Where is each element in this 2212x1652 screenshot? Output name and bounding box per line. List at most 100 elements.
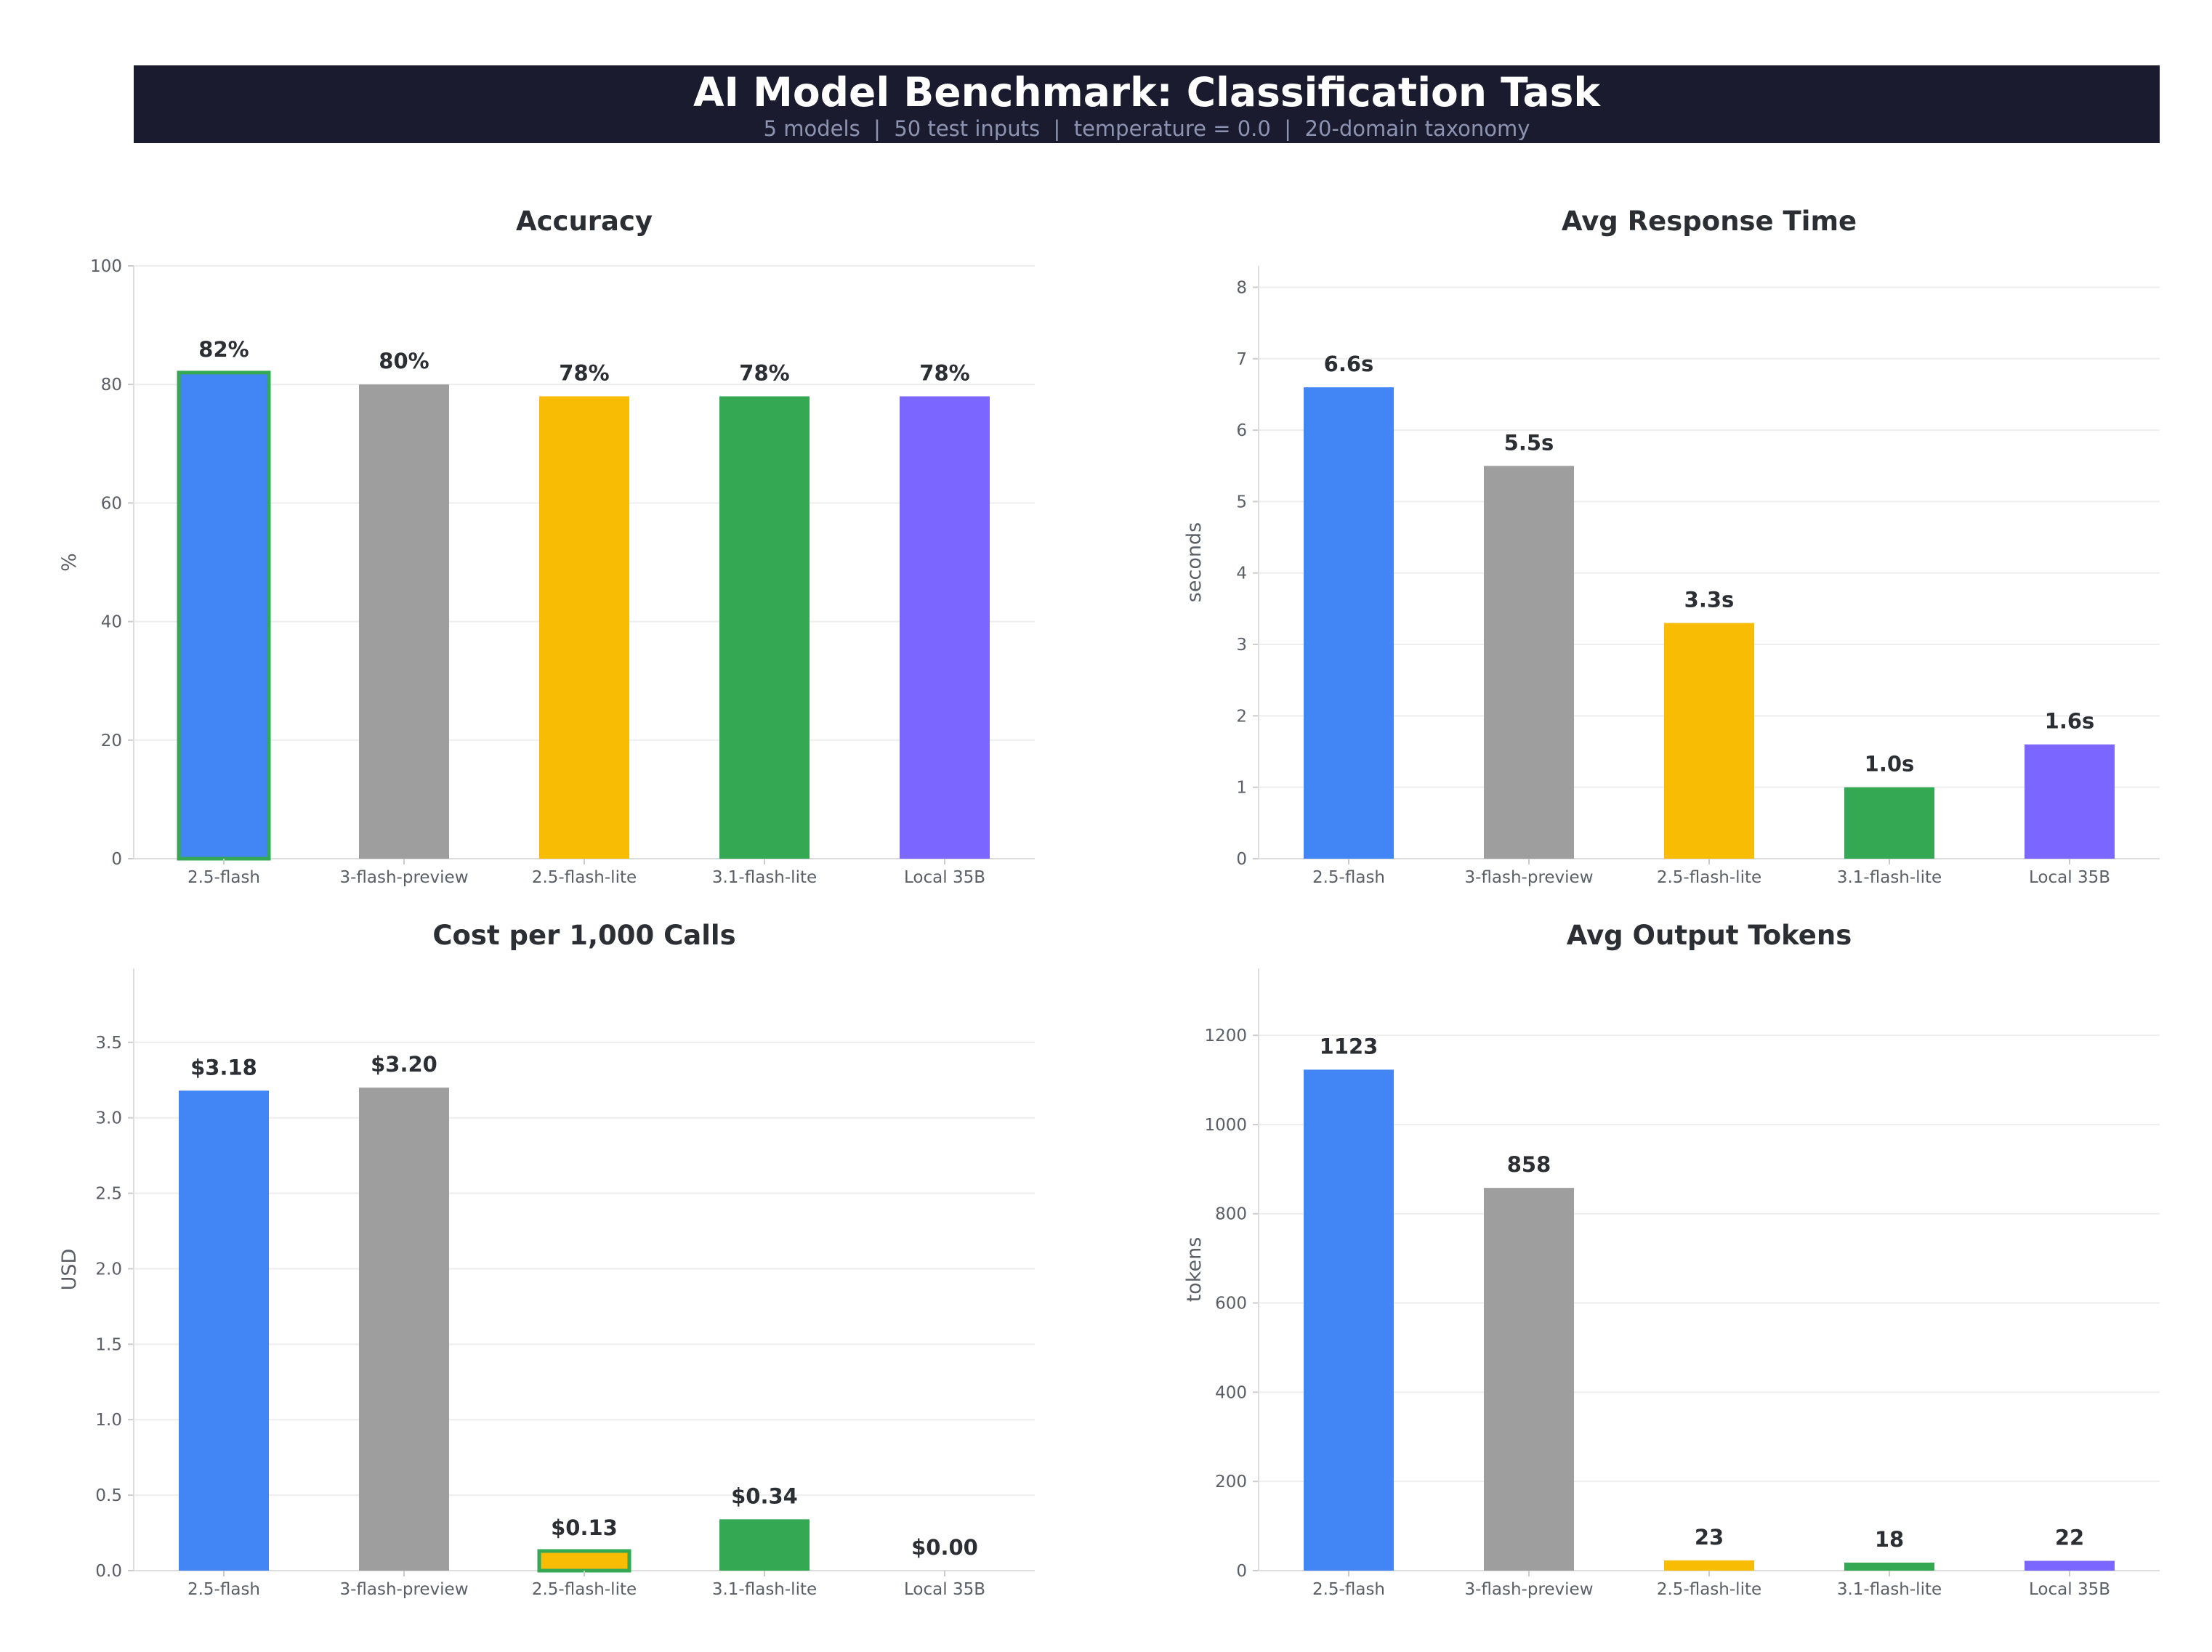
y-tick-label: 5 xyxy=(1236,493,1247,511)
bar-3-1-flash-lite xyxy=(719,1519,810,1571)
accuracy-chart: Accuracy 0 20 40 60 80 100% 82% 2.5-flash 80% 3-fl… xyxy=(58,206,1035,887)
x-tick-label: Local 35B xyxy=(904,868,985,887)
bar-value-label: 6.6s xyxy=(1324,352,1374,376)
x-tick-label: Local 35B xyxy=(2029,868,2110,887)
bar-value-label: 1.0s xyxy=(1865,752,1915,777)
y-tick-label: 0 xyxy=(111,850,122,869)
y-tick-label: 3.5 xyxy=(95,1034,122,1053)
y-tick-label: 3.0 xyxy=(95,1109,122,1128)
y-tick-label: 20 xyxy=(101,732,122,750)
x-tick-label: 3.1-flash-lite xyxy=(712,868,817,887)
x-tick-label: Local 35B xyxy=(2029,1580,2110,1599)
chart-title: Accuracy xyxy=(516,206,653,237)
chart-title: Avg Output Tokens xyxy=(1567,920,1852,951)
header-banner: AI Model Benchmark: Classification Task … xyxy=(134,65,2160,143)
y-tick-label: 60 xyxy=(101,494,122,513)
chart-title: Avg Response Time xyxy=(1562,206,1857,237)
bar-value-label: 82% xyxy=(198,337,249,362)
bar-2-5-flash xyxy=(177,371,271,861)
y-tick-label: 8 xyxy=(1236,278,1247,297)
y-tick-label: 7 xyxy=(1236,350,1247,369)
bar-2-5-flash-lite xyxy=(1664,623,1754,859)
y-tick-label: 4 xyxy=(1236,564,1247,583)
x-tick-label: 2.5-flash-lite xyxy=(1657,1580,1761,1599)
y-tick-label: 1.5 xyxy=(95,1335,122,1354)
output-tokens-chart: Avg Output Tokens 0 200 400 600 800 1000 1200 to… xyxy=(1183,920,2160,1599)
x-tick-label: 3-flash-preview xyxy=(339,868,468,887)
y-tick-label: 1.0 xyxy=(95,1411,122,1430)
x-tick-label: 3.1-flash-lite xyxy=(1837,1580,1942,1599)
bar-value-label: 858 xyxy=(1507,1152,1551,1177)
bar-2-5-flash-lite xyxy=(537,1549,631,1573)
y-tick-label: 40 xyxy=(101,613,122,632)
y-axis-label: tokens xyxy=(1183,1237,1206,1303)
bar-value-label: 78% xyxy=(919,361,969,386)
bar-3-flash-preview xyxy=(1484,1188,1574,1571)
bar-3-flash-preview xyxy=(359,384,449,859)
bar-value-label: 3.3s xyxy=(1684,588,1735,612)
bar-local-35b xyxy=(2025,744,2115,859)
bar-local-35b xyxy=(2025,1560,2115,1571)
page-title: AI Model Benchmark: Classification Task xyxy=(693,69,1600,116)
chart-title: Cost per 1,000 Calls xyxy=(432,920,735,951)
y-axis-label: seconds xyxy=(1183,522,1206,602)
y-axis-label: % xyxy=(58,553,81,572)
bar-3-1-flash-lite xyxy=(1844,787,1934,859)
page-subtitle: 5 models | 50 test inputs | temperature … xyxy=(763,116,1530,141)
y-tick-label: 6 xyxy=(1236,421,1247,440)
x-tick-label: 3-flash-preview xyxy=(339,1580,468,1599)
bar-2-5-flash xyxy=(1304,1069,1394,1571)
x-tick-label: 3-flash-preview xyxy=(1464,1580,1593,1599)
bar-2-5-flash xyxy=(179,1090,269,1571)
bar-2-5-flash xyxy=(1304,387,1394,859)
y-tick-label: 100 xyxy=(90,257,122,276)
bar-value-label: $3.18 xyxy=(190,1055,257,1080)
x-tick-label: Local 35B xyxy=(904,1580,985,1599)
bar-value-label: $0.34 xyxy=(731,1483,798,1508)
y-tick-label: 80 xyxy=(101,376,122,394)
bar-local-35b xyxy=(900,396,990,859)
bar-value-label: $0.13 xyxy=(551,1515,618,1540)
bar-value-label: 1123 xyxy=(1320,1034,1379,1058)
x-tick-label: 2.5-flash-lite xyxy=(1657,868,1761,887)
y-tick-label: 0.0 xyxy=(95,1562,122,1581)
bar-value-label: 1.6s xyxy=(2045,709,2095,734)
y-tick-label: 800 xyxy=(1215,1205,1247,1224)
cost-chart: Cost per 1,000 Calls 0.0 0.5 1.0 1.5 2.0 2.5 3.… xyxy=(58,920,1035,1599)
bar-3-flash-preview xyxy=(359,1088,449,1571)
y-tick-label: 0 xyxy=(1236,1562,1247,1581)
bar-value-label: 78% xyxy=(739,361,789,386)
x-tick-label: 2.5-flash xyxy=(187,1580,260,1599)
x-tick-label: 3.1-flash-lite xyxy=(1837,868,1942,887)
y-tick-label: 1000 xyxy=(1204,1116,1247,1135)
x-tick-label: 2.5-flash xyxy=(187,868,260,887)
bar-value-label: 23 xyxy=(1695,1525,1724,1550)
y-tick-label: 3 xyxy=(1236,636,1247,655)
bar-value-label: 22 xyxy=(2055,1525,2084,1550)
y-axis-label: USD xyxy=(58,1249,81,1291)
bar-value-label: 18 xyxy=(1875,1527,1904,1552)
bar-2-5-flash-lite xyxy=(539,396,629,859)
y-tick-label: 600 xyxy=(1215,1295,1247,1313)
bar-value-label: $0.00 xyxy=(911,1535,978,1560)
x-tick-label: 2.5-flash-lite xyxy=(532,868,637,887)
x-tick-label: 2.5-flash xyxy=(1312,868,1385,887)
bar-3-1-flash-lite xyxy=(1844,1562,1934,1571)
bar-value-label: 5.5s xyxy=(1504,430,1554,455)
y-tick-label: 1 xyxy=(1236,779,1247,798)
y-tick-label: 2.0 xyxy=(95,1260,122,1279)
x-tick-label: 2.5-flash-lite xyxy=(532,1580,637,1599)
y-tick-label: 2.5 xyxy=(95,1185,122,1204)
x-tick-label: 3-flash-preview xyxy=(1464,868,1593,887)
bar-3-flash-preview xyxy=(1484,466,1574,859)
y-tick-label: 400 xyxy=(1215,1383,1247,1402)
bar-value-label: $3.20 xyxy=(371,1052,437,1077)
bar-3-1-flash-lite xyxy=(719,396,810,859)
y-tick-label: 200 xyxy=(1215,1473,1247,1491)
bar-value-label: 78% xyxy=(559,361,609,386)
bar-2-5-flash-lite xyxy=(1664,1560,1754,1571)
x-tick-label: 3.1-flash-lite xyxy=(712,1580,817,1599)
y-tick-label: 2 xyxy=(1236,707,1247,726)
y-tick-label: 1200 xyxy=(1204,1027,1247,1045)
y-tick-label: 0.5 xyxy=(95,1486,122,1505)
